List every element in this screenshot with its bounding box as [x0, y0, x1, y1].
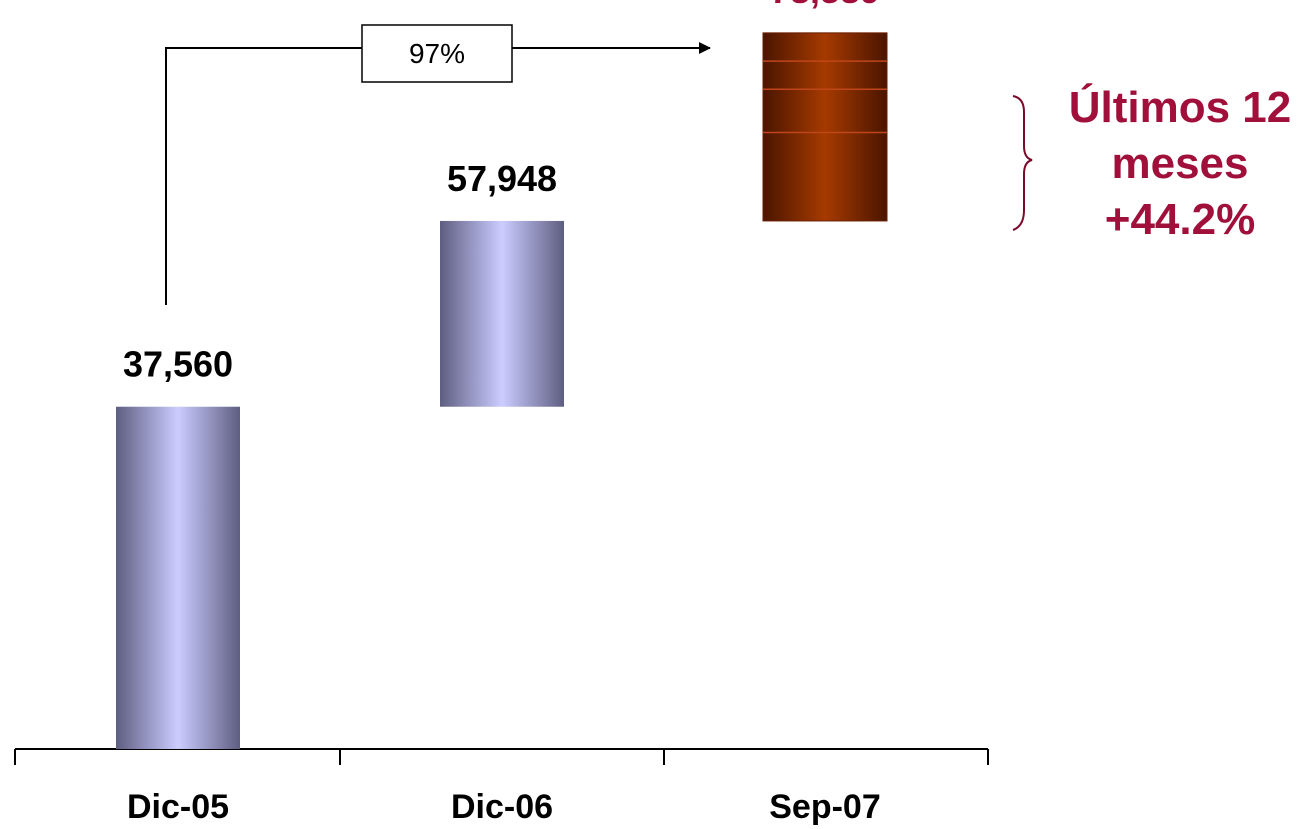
- curly-brace: [1012, 95, 1033, 231]
- last12-line-2: meses: [1111, 139, 1248, 188]
- last12-line-3: +44.2%: [1105, 195, 1255, 244]
- bar-dic-05: [116, 406, 240, 749]
- last12-annotation: Últimos 12 meses +44.2%: [1012, 82, 1292, 244]
- x-axis: [14, 748, 989, 765]
- x-tick-label-dic-05: Dic-05: [127, 788, 229, 826]
- bar-dic-06: [440, 220, 564, 407]
- value-label-dic-06: 57,948: [447, 158, 557, 199]
- growth-box: [361, 24, 513, 83]
- value-label-sep-07: 78,589: [770, 0, 880, 11]
- x-tick-label-sep-07: Sep-07: [769, 788, 881, 826]
- growth-connector: 97%: [165, 24, 711, 305]
- last12-line-1: Últimos 12: [1069, 82, 1292, 132]
- bar-sep-07: [762, 32, 888, 222]
- bar-sep-07-stripes: [763, 60, 887, 134]
- growth-arrow: [165, 42, 711, 305]
- growth-label: 97%: [409, 38, 465, 69]
- bars: [116, 32, 888, 749]
- value-label-dic-05: 37,560: [123, 344, 233, 385]
- x-tick-label-dic-06: Dic-06: [451, 788, 553, 826]
